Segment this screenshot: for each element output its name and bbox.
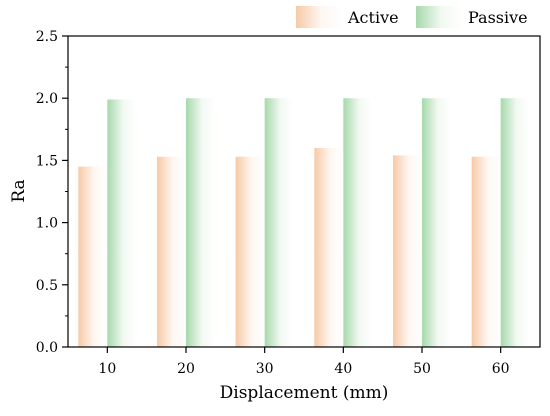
bar-passive-10 xyxy=(107,99,137,347)
y-axis-title: Ra xyxy=(9,179,29,202)
bar-passive-40 xyxy=(343,98,373,347)
bar-active-20 xyxy=(157,156,186,347)
x-ticks: 10 20 30 40 50 60 xyxy=(98,347,510,377)
bar-passive-20 xyxy=(186,98,215,347)
bar-passive-50 xyxy=(422,98,451,347)
bar-passive-60 xyxy=(500,98,530,347)
legend-swatch-active xyxy=(296,6,342,28)
y-tick-label-1.0: 1.0 xyxy=(36,216,58,232)
x-tick-label-50: 50 xyxy=(413,361,431,377)
x-axis-title: Displacement (mm) xyxy=(220,383,389,403)
legend-label-active: Active xyxy=(347,8,399,27)
x-tick-label-40: 40 xyxy=(334,361,352,377)
legend-label-passive: Passive xyxy=(468,8,528,27)
y-tick-label-2.5: 2.5 xyxy=(36,29,58,45)
x-tick-label-60: 60 xyxy=(492,361,510,377)
legend: Active Passive xyxy=(296,6,528,28)
bars xyxy=(78,98,530,347)
bar-active-50 xyxy=(393,155,422,347)
bar-active-30 xyxy=(235,156,265,347)
bar-passive-30 xyxy=(264,98,294,347)
y-tick-label-1.5: 1.5 xyxy=(36,153,58,169)
y-tick-label-2.0: 2.0 xyxy=(36,91,58,107)
y-tick-label-0.5: 0.5 xyxy=(36,278,58,294)
bar-active-10 xyxy=(78,166,108,347)
x-tick-label-20: 20 xyxy=(177,361,195,377)
x-tick-label-10: 10 xyxy=(98,361,116,377)
axes: 0.0 0.5 1.0 1.5 2.0 2.5 10 20 30 40 50 60 Displace… xyxy=(9,29,541,403)
bar-active-40 xyxy=(314,147,344,347)
y-tick-label-0.0: 0.0 xyxy=(36,340,58,356)
plot-frame xyxy=(67,35,541,348)
legend-swatch-passive xyxy=(416,6,462,28)
y-ticks: 0.0 0.5 1.0 1.5 2.0 2.5 xyxy=(36,29,68,356)
bar-active-60 xyxy=(471,156,501,347)
x-tick-label-30: 30 xyxy=(256,361,274,377)
